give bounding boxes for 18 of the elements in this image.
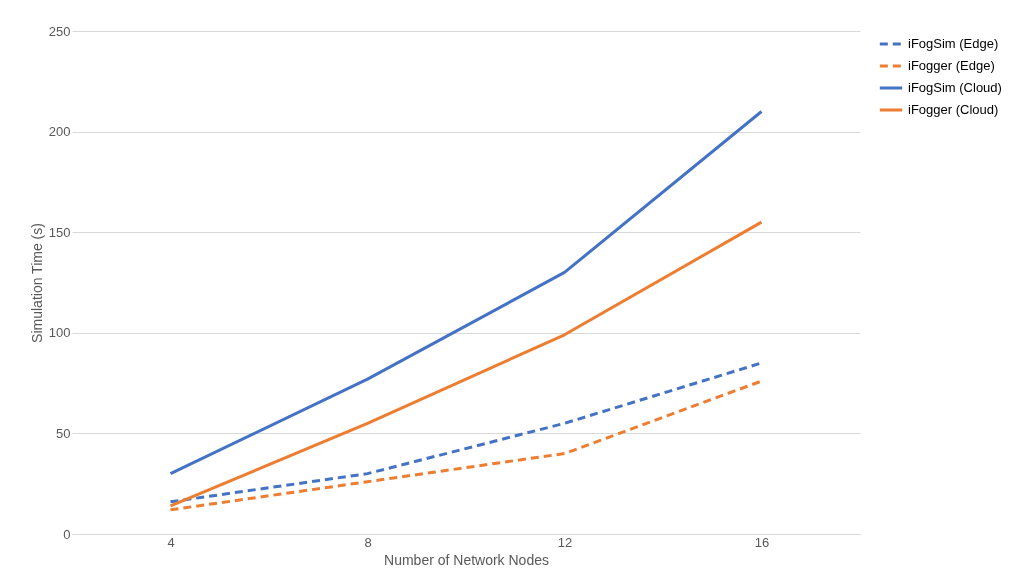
y-tick-label: 50 — [56, 425, 71, 441]
legend-label: iFogSim (Edge) — [908, 36, 999, 51]
y-tick-label: 0 — [63, 526, 71, 542]
y-tick-label: 250 — [48, 23, 71, 39]
legend-label: iFogSim (Cloud) — [908, 80, 1002, 95]
legend-label: iFogger (Edge) — [908, 58, 995, 73]
y-axis-title: Simulation Time (s) — [28, 223, 45, 343]
line-series — [169, 220, 763, 508]
x-tick-label: 4 — [167, 534, 175, 550]
line-series — [169, 109, 763, 476]
y-tick-label: 150 — [48, 224, 71, 240]
x-tick-label: 8 — [364, 534, 372, 550]
x-axis-title: Number of Network Nodes — [384, 551, 549, 568]
x-tick-label: 12 — [557, 534, 573, 550]
x-tick-label: 16 — [754, 534, 770, 550]
y-tick-label: 200 — [48, 124, 71, 140]
y-tick-label: 100 — [48, 325, 71, 341]
legend-label: iFogger (Cloud) — [908, 102, 999, 117]
